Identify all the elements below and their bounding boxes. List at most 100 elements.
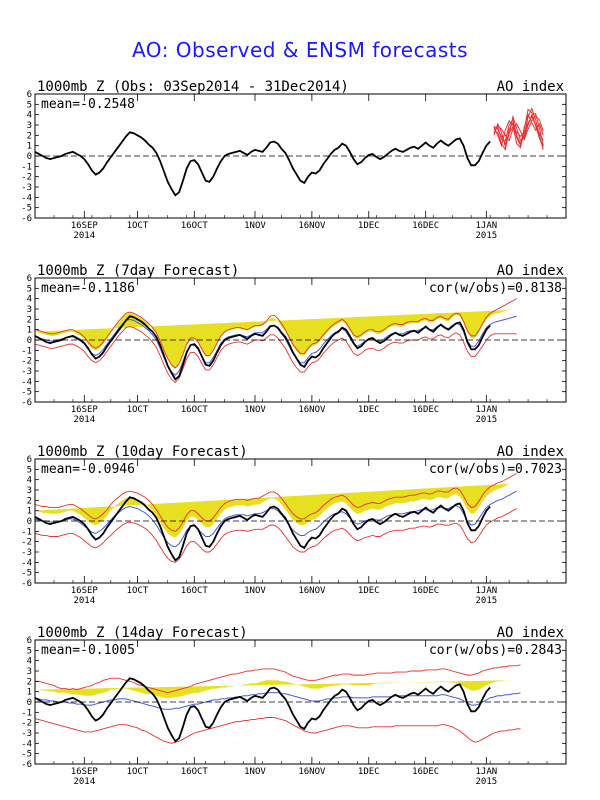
envelope-upper-line [35, 298, 517, 369]
y-tick-label: -5 [21, 204, 32, 214]
mean-text: mean=-0.1005 [41, 643, 135, 658]
x-tick-label: 16NOV [298, 767, 326, 777]
envelope-lower-line [35, 326, 517, 383]
y-tick-label: 0 [27, 152, 32, 162]
mean-text: mean=-0.2548 [41, 97, 135, 112]
y-tick-label: -3 [21, 729, 32, 739]
panel-title: 1000mb Z (7day Forecast) [37, 263, 239, 279]
x-tick-year-label: 2014 [73, 596, 95, 606]
x-tick-year-label: 2015 [476, 415, 498, 425]
y-tick-label: -1 [21, 162, 32, 172]
x-tick-label: 16SEP [71, 405, 99, 415]
x-tick-label: 16NOV [298, 221, 326, 231]
y-tick-label: 1 [27, 142, 32, 152]
panel-title: 1000mb Z (Obs: 03Sep2014 - 31Dec2014) [37, 79, 349, 95]
y-tick-label: -1 [21, 346, 32, 356]
y-tick-label: 0 [27, 336, 32, 346]
x-tick-label: 16DEC [412, 586, 439, 596]
y-tick-label: 6 [27, 455, 32, 465]
envelope-upper-line [35, 473, 517, 532]
y-tick-label: -2 [21, 538, 32, 548]
y-tick-label: 0 [27, 517, 32, 527]
y-tick-label: -5 [21, 569, 32, 579]
spread-band [35, 680, 510, 698]
plot-area [35, 107, 566, 197]
x-tick-label: 1DEC [358, 405, 380, 415]
x-tick-label: 1NOV [244, 221, 266, 231]
x-tick-label: 16SEP [71, 767, 99, 777]
x-tick-label: 16OCT [181, 221, 209, 231]
y-tick-label: 3 [27, 486, 32, 496]
y-tick-label: 4 [27, 111, 32, 121]
x-tick-label: 16SEP [71, 221, 99, 231]
y-tick-label: 5 [27, 646, 32, 656]
y-tick-label: -6 [21, 579, 32, 589]
cor-text: cor(w/obs)=0.7023 [429, 462, 562, 477]
x-tick-label: 1NOV [244, 405, 266, 415]
envelope-upper-line [35, 664, 521, 694]
observed-line [35, 496, 491, 562]
x-tick-label: 16NOV [298, 586, 326, 596]
y-tick-label: 4 [27, 295, 32, 305]
y-tick-label: 6 [27, 636, 32, 646]
mean-text: mean=-0.1186 [41, 281, 135, 296]
index-label: AO index [497, 444, 564, 460]
x-tick-label: 16OCT [181, 767, 209, 777]
y-tick-label: 4 [27, 657, 32, 667]
index-label: AO index [497, 79, 564, 95]
cor-text: cor(w/obs)=0.8138 [429, 281, 562, 296]
y-tick-label: -4 [21, 739, 32, 749]
x-tick-label: 16DEC [412, 767, 439, 777]
x-tick-year-label: 2014 [73, 231, 95, 241]
y-tick-label: -5 [21, 388, 32, 398]
mean-text: mean=-0.0946 [41, 462, 135, 477]
x-tick-label: 16SEP [71, 586, 99, 596]
x-tick-label: 1JAN [476, 221, 498, 231]
y-tick-label: -2 [21, 173, 32, 183]
x-tick-label: 16OCT [181, 405, 209, 415]
observed-line [35, 315, 491, 381]
y-tick-label: -6 [21, 398, 32, 408]
y-tick-label: 2 [27, 496, 32, 506]
plot-area [35, 664, 566, 744]
x-tick-year-label: 2015 [476, 596, 498, 606]
y-tick-label: 6 [27, 274, 32, 284]
observed-line [35, 131, 491, 197]
observed-line [35, 677, 491, 743]
y-tick-label: 0 [27, 698, 32, 708]
y-tick-label: -4 [21, 558, 32, 568]
x-tick-label: 1OCT [127, 586, 149, 596]
forecast-member-line-2 [493, 107, 544, 150]
x-tick-label: 1JAN [476, 586, 498, 596]
x-tick-year-label: 2015 [476, 231, 498, 241]
x-tick-label: 1JAN [476, 767, 498, 777]
ensemble-mean-line [35, 692, 521, 710]
x-tick-label: 1OCT [127, 767, 149, 777]
x-tick-label: 1DEC [358, 586, 380, 596]
x-tick-label: 1DEC [358, 767, 380, 777]
x-tick-label: 1OCT [127, 221, 149, 231]
x-tick-label: 1OCT [127, 405, 149, 415]
forecast-member-line-5 [493, 115, 544, 145]
x-tick-label: 16OCT [181, 586, 209, 596]
panel-title: 1000mb Z (14day Forecast) [37, 625, 248, 641]
y-tick-label: 1 [27, 688, 32, 698]
spread-band [35, 310, 510, 369]
x-tick-label: 1NOV [244, 586, 266, 596]
y-tick-label: 3 [27, 667, 32, 677]
main-title: AO: Observed & ENSM forecasts [131, 38, 469, 62]
cor-text: cor(w/obs)=0.2843 [429, 643, 562, 658]
x-tick-year-label: 2014 [73, 777, 95, 787]
plot-area [35, 298, 566, 383]
index-label: AO index [497, 263, 564, 279]
y-tick-label: -2 [21, 719, 32, 729]
y-tick-label: 5 [27, 465, 32, 475]
x-tick-label: 16DEC [412, 221, 439, 231]
y-tick-label: 1 [27, 507, 32, 517]
spread-band [35, 483, 510, 538]
y-tick-label: 6 [27, 90, 32, 100]
y-tick-label: 1 [27, 326, 32, 336]
y-tick-label: -6 [21, 760, 32, 770]
